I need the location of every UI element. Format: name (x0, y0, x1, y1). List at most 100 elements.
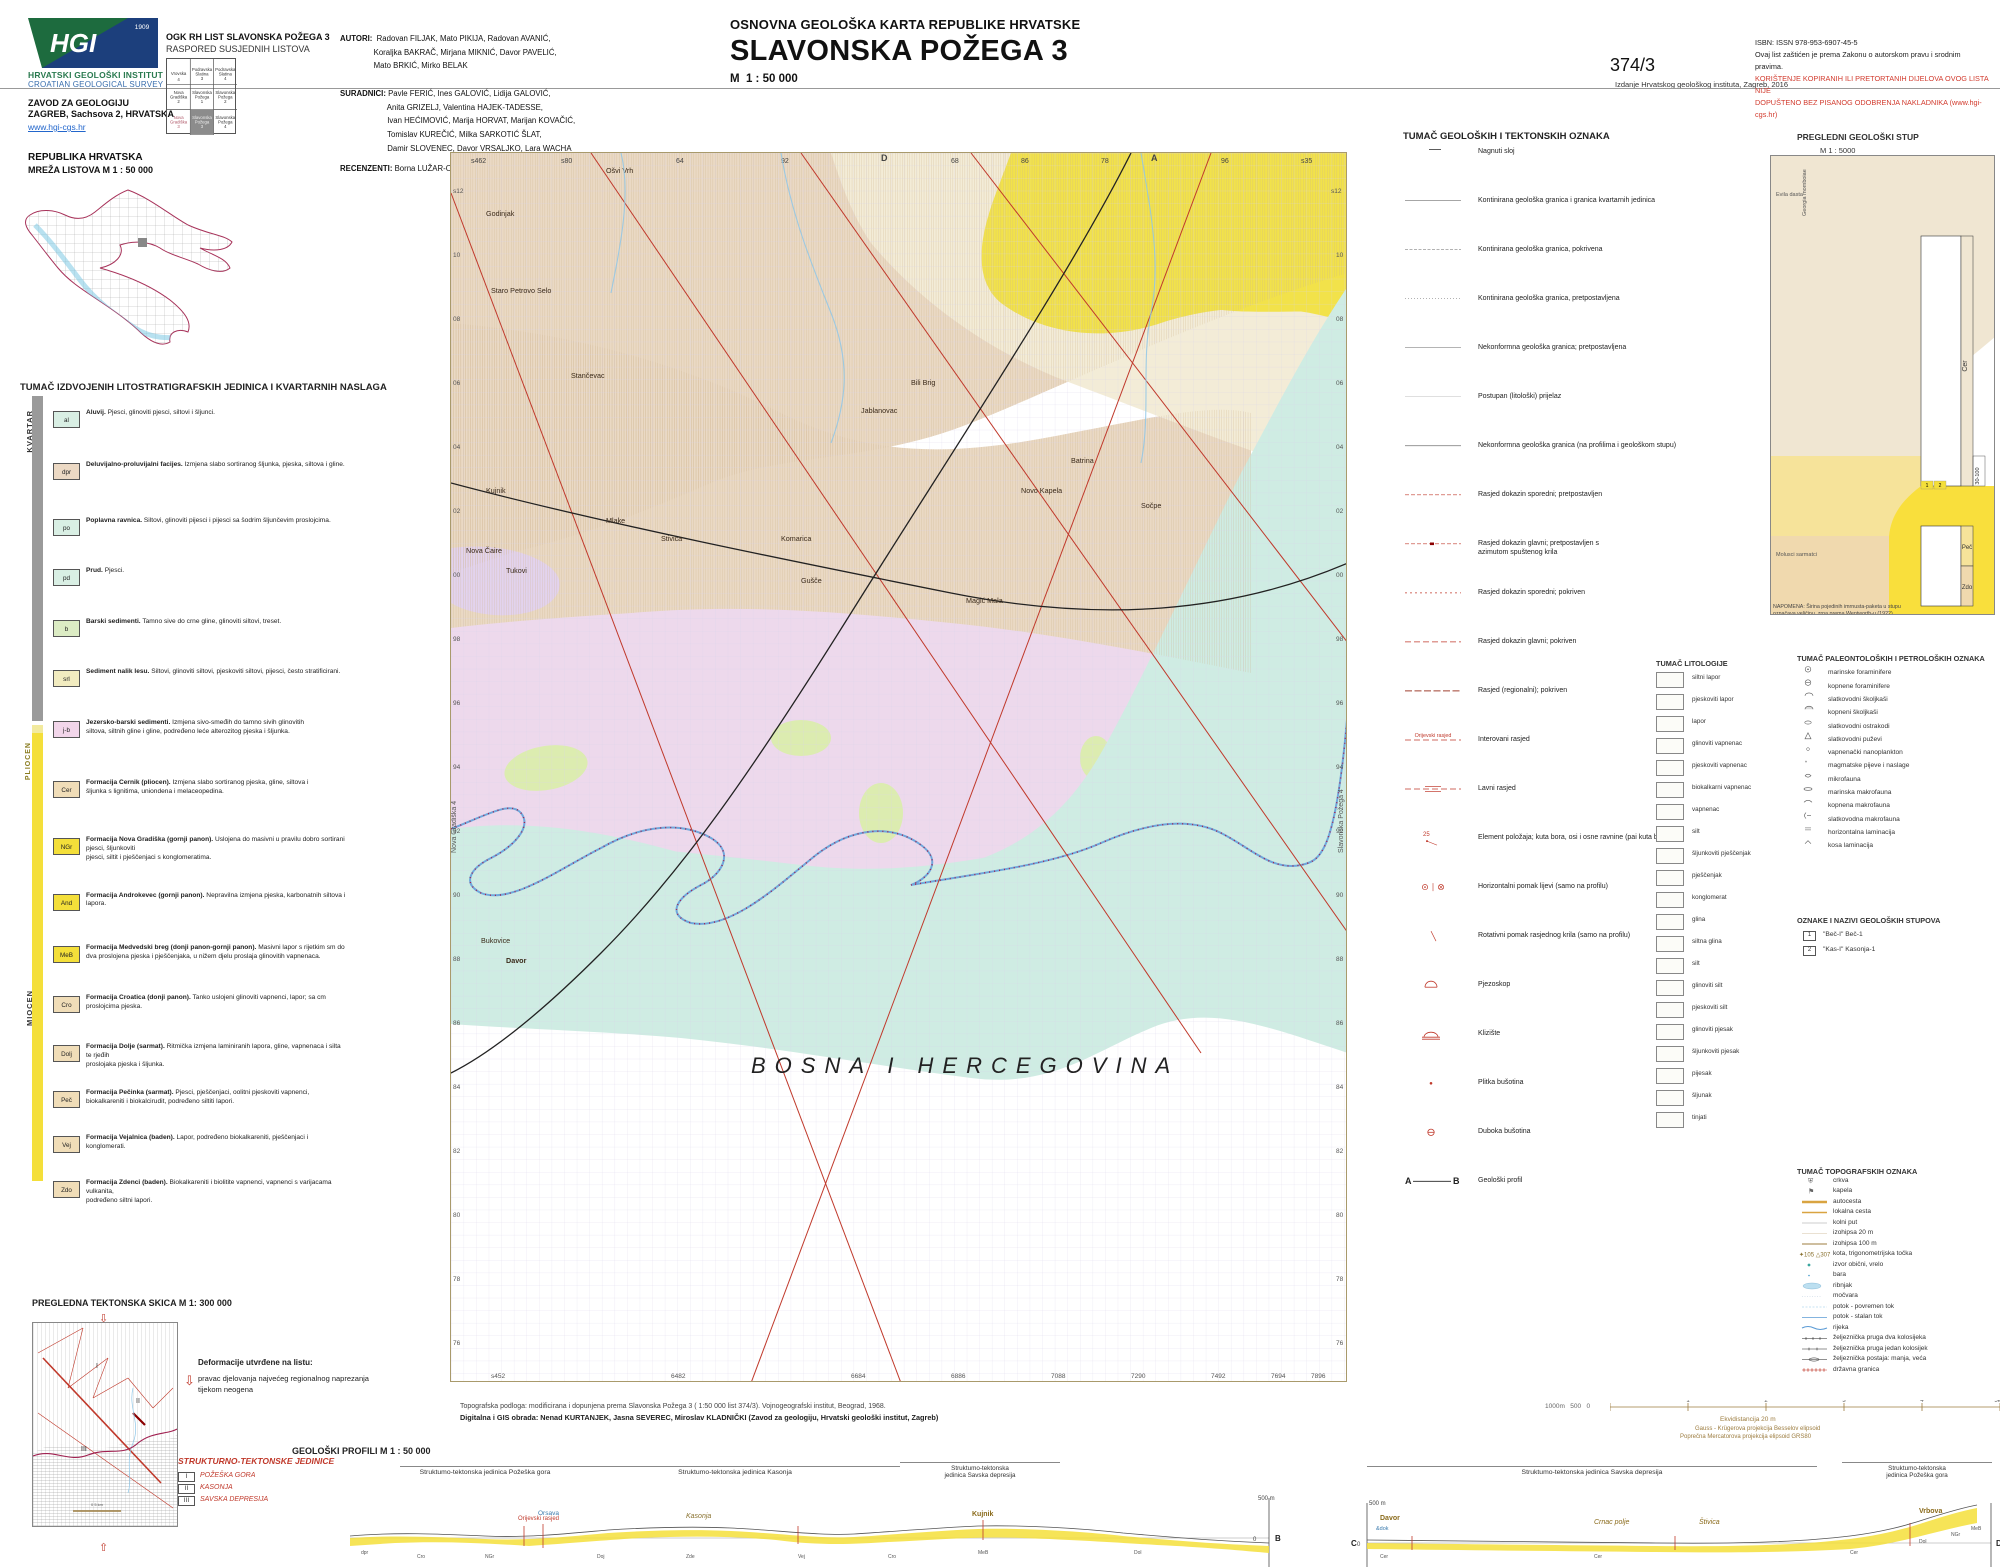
svg-text:06: 06 (1336, 380, 1344, 387)
svg-text:08: 08 (1336, 316, 1344, 323)
svg-text:02: 02 (453, 508, 461, 515)
svg-text:Bukovice: Bukovice (481, 936, 510, 945)
svg-text:30-100: 30-100 (1975, 467, 1981, 484)
svg-text:s12: s12 (1331, 188, 1342, 195)
svg-text:Magić Mala: Magić Mala (966, 596, 1003, 605)
svg-text:NAPOMENA: Širina pojedinih imr: NAPOMENA: Širina pojedinih imrnusta-pake… (1773, 603, 1901, 610)
svg-text:0: 0 (1357, 1542, 1361, 1548)
svg-text:Vej: Vej (798, 1554, 805, 1560)
svg-text:I: I (96, 1363, 98, 1370)
svg-text:Guščе: Guščе (801, 576, 822, 585)
svg-text:&dok: &dok (1376, 1526, 1389, 1532)
svg-text:2: 2 (177, 99, 180, 104)
svg-text:Batrina: Batrina (1071, 456, 1094, 465)
svg-text:B: B (1453, 1176, 1460, 1186)
svg-text:NGr: NGr (1951, 1532, 1961, 1538)
svg-text:86: 86 (453, 1020, 461, 1027)
svg-text:5km: 5km (1994, 1400, 2000, 1404)
svg-text:Kujnik: Kujnik (972, 1511, 993, 1518)
svg-text:Molusci sarmatci: Molusci sarmatci (1776, 552, 1817, 558)
svg-text:*: * (1805, 760, 1807, 766)
svg-text:Cro: Cro (888, 1554, 896, 1560)
svg-text:4: 4 (224, 76, 227, 81)
svg-text:25: 25 (1423, 832, 1430, 838)
svg-text:D: D (881, 153, 888, 163)
svg-text:78: 78 (453, 1276, 461, 1283)
svg-text:Peč: Peč (1962, 545, 1972, 551)
svg-text:s35: s35 (1301, 158, 1312, 165)
svg-text:Godinjak: Godinjak (486, 209, 515, 218)
svg-text:⚑: ⚑ (1808, 1188, 1814, 1196)
svg-text:Stančevac: Stančevac (571, 371, 605, 380)
svg-text:Kujnik: Kujnik (486, 486, 506, 495)
svg-text:96: 96 (453, 700, 461, 707)
svg-text:Davor: Davor (506, 956, 527, 965)
svg-text:B: B (1275, 1534, 1281, 1543)
svg-text:00: 00 (453, 572, 461, 579)
svg-text:6684: 6684 (851, 1373, 866, 1380)
svg-text:88: 88 (453, 956, 461, 963)
svg-text:4: 4 (177, 77, 180, 82)
svg-text:82: 82 (453, 1148, 461, 1155)
svg-text:1909: 1909 (135, 24, 150, 31)
svg-text:1: 1 (1686, 1400, 1690, 1404)
svg-text:08: 08 (453, 316, 461, 323)
svg-text:78: 78 (1336, 1276, 1344, 1283)
svg-text:Cer: Cer (1962, 360, 1969, 372)
svg-text:MeB: MeB (1971, 1526, 1982, 1532)
svg-text:84: 84 (453, 1084, 461, 1091)
svg-text:94: 94 (1336, 764, 1344, 771)
svg-text:Tukovi: Tukovi (506, 566, 527, 575)
svg-text:Nova Gradiška 4: Nova Gradiška 4 (451, 801, 458, 853)
svg-text:II: II (136, 1398, 140, 1405)
svg-text:Novo Kapela: Novo Kapela (1021, 486, 1062, 495)
svg-text:4: 4 (224, 124, 227, 129)
svg-text:Jablanovac: Jablanovac (861, 406, 898, 415)
svg-text:Stivica: Stivica (661, 534, 682, 543)
svg-text:BOSNA I HERCEGOVINA: BOSNA I HERCEGOVINA (751, 1053, 1179, 1078)
svg-text:82: 82 (1336, 1148, 1344, 1155)
svg-text:NGr: NGr (485, 1554, 495, 1560)
svg-text:A: A (1405, 1176, 1412, 1186)
svg-text:98: 98 (453, 636, 461, 643)
svg-text:7088: 7088 (1051, 1373, 1066, 1380)
svg-text:Evila dasta: Evila dasta (1776, 192, 1804, 198)
svg-text:86: 86 (1336, 1020, 1344, 1027)
svg-text:64: 64 (676, 158, 684, 165)
svg-text:Crnac polje: Crnac polje (1594, 1519, 1630, 1526)
svg-text:96: 96 (1221, 158, 1229, 165)
svg-text:00: 00 (1336, 572, 1344, 579)
svg-text:⛨: ⛨ (1808, 1177, 1814, 1185)
svg-text:76: 76 (1336, 1340, 1344, 1347)
svg-text:2: 2 (1764, 1400, 1768, 1404)
svg-text:označava veličinu, zrna prema: označava veličinu, zrna prema Wentworth-… (1773, 611, 1894, 615)
svg-text:78: 78 (1101, 158, 1109, 165)
svg-text:04: 04 (1336, 444, 1344, 451)
svg-text:A: A (1151, 153, 1158, 163)
svg-text:Zde: Zde (686, 1554, 695, 1560)
svg-text:Kasonja: Kasonja (686, 1513, 711, 1520)
svg-text:80: 80 (1336, 1212, 1344, 1219)
svg-text:94: 94 (453, 764, 461, 771)
svg-text:Cer: Cer (1594, 1554, 1602, 1560)
svg-text:Dol: Dol (1919, 1539, 1927, 1545)
svg-text:Komarica: Komarica (781, 534, 811, 543)
svg-text:10: 10 (453, 252, 461, 259)
svg-text:2: 2 (1939, 483, 1942, 489)
svg-text:1: 1 (1926, 483, 1929, 489)
svg-text:dpr: dpr (361, 1550, 369, 1556)
svg-text:90: 90 (453, 892, 461, 899)
svg-text:Orijevski rasjed: Orijevski rasjed (1415, 733, 1452, 739)
svg-text:7290: 7290 (1131, 1373, 1146, 1380)
svg-text:Bili Brig: Bili Brig (911, 378, 935, 387)
svg-text:02: 02 (1336, 508, 1344, 515)
svg-text:MeB: MeB (978, 1550, 989, 1556)
svg-text:3: 3 (201, 76, 204, 81)
svg-text:68: 68 (951, 158, 959, 165)
svg-text:Cer: Cer (1850, 1550, 1858, 1556)
svg-text:Doj: Doj (597, 1554, 605, 1560)
svg-text:Mlake: Mlake (606, 516, 625, 525)
svg-text:90: 90 (1336, 892, 1344, 899)
svg-text:Vrovska: Vrovska (171, 71, 187, 76)
svg-text:4: 4 (1920, 1400, 1924, 1404)
